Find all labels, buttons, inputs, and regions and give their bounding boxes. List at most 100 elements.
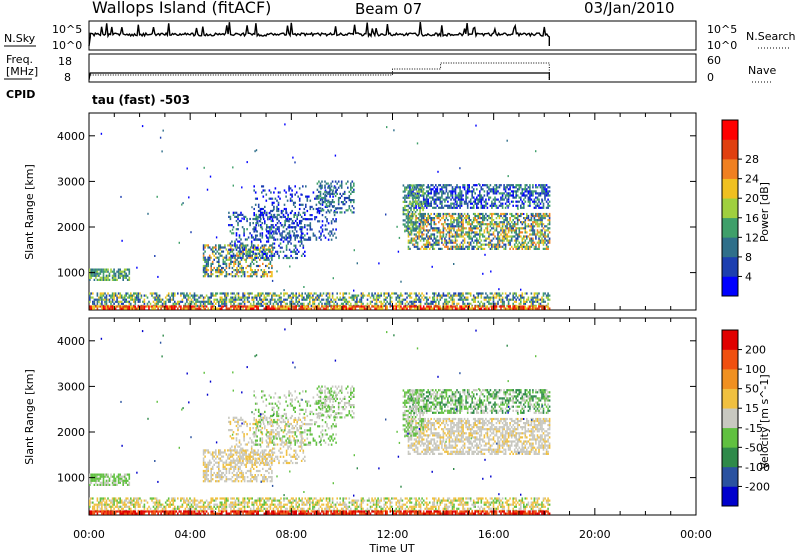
range-cell bbox=[548, 219, 551, 222]
range-cell bbox=[178, 305, 181, 308]
range-cell bbox=[419, 225, 422, 228]
range-cell bbox=[365, 307, 367, 310]
range-cell bbox=[416, 217, 419, 220]
range-cell bbox=[539, 206, 542, 209]
range-cell bbox=[261, 228, 264, 231]
range-cell bbox=[422, 307, 425, 310]
range-cell bbox=[472, 204, 475, 207]
range-cell bbox=[332, 277, 334, 280]
range-cell bbox=[428, 229, 431, 232]
range-cell bbox=[302, 232, 304, 235]
range-cell bbox=[292, 305, 294, 308]
range-cell bbox=[166, 298, 168, 301]
range-cell bbox=[410, 209, 412, 212]
range-cell bbox=[140, 305, 143, 308]
range-cell bbox=[283, 298, 285, 301]
range-cell bbox=[480, 296, 483, 299]
range-cell bbox=[249, 248, 251, 251]
range-cell bbox=[436, 196, 439, 199]
range-cell bbox=[133, 305, 135, 308]
range-cell bbox=[211, 248, 214, 251]
range-cell bbox=[278, 244, 280, 247]
range-cell bbox=[232, 248, 235, 251]
range-cell bbox=[98, 296, 100, 299]
range-cell bbox=[257, 203, 260, 206]
range-cell bbox=[480, 247, 483, 250]
range-cell bbox=[544, 214, 546, 218]
range-cell bbox=[521, 194, 524, 197]
range-cell bbox=[409, 194, 411, 197]
range-cell bbox=[92, 302, 94, 305]
ytick-label: 3000 bbox=[57, 175, 85, 188]
range-cell bbox=[402, 190, 405, 193]
range-cell bbox=[494, 243, 496, 246]
range-cell bbox=[477, 305, 480, 308]
range-cell bbox=[419, 247, 422, 250]
range-cell bbox=[491, 190, 493, 193]
range-cell bbox=[494, 212, 496, 216]
range-cell bbox=[439, 296, 442, 299]
range-cell bbox=[410, 221, 412, 224]
range-cell bbox=[386, 292, 388, 295]
range-cell bbox=[339, 184, 341, 187]
range-cell bbox=[412, 239, 414, 242]
range-cell bbox=[545, 212, 548, 216]
range-cell bbox=[296, 236, 298, 239]
range-cell bbox=[424, 245, 426, 248]
range-cell bbox=[102, 298, 105, 301]
range-cell bbox=[119, 268, 121, 271]
range-cell bbox=[494, 204, 496, 207]
range-cell bbox=[236, 271, 238, 274]
range-cell bbox=[93, 298, 96, 301]
range-cell bbox=[169, 305, 171, 308]
range-cell bbox=[424, 247, 426, 250]
range-cell bbox=[523, 302, 525, 305]
range-cell bbox=[422, 184, 424, 187]
range-cell bbox=[495, 243, 498, 246]
range-cell bbox=[301, 302, 303, 305]
range-cell bbox=[334, 180, 337, 183]
range-cell bbox=[442, 217, 445, 220]
range-cell bbox=[536, 229, 539, 232]
range-cell bbox=[199, 300, 202, 303]
range-cell bbox=[535, 221, 537, 224]
range-cell bbox=[328, 203, 331, 206]
range-cell bbox=[293, 226, 295, 229]
range-cell bbox=[410, 305, 413, 308]
range-cell bbox=[146, 305, 149, 308]
range-cell bbox=[224, 298, 226, 301]
range-cell bbox=[398, 236, 401, 239]
range-cell bbox=[460, 241, 463, 244]
range-cell bbox=[294, 226, 296, 229]
range-cell bbox=[468, 292, 470, 295]
range-cell bbox=[438, 214, 440, 218]
range-cell bbox=[260, 224, 262, 227]
range-cell bbox=[271, 294, 273, 297]
range-cell bbox=[357, 305, 360, 308]
range-cell bbox=[149, 302, 152, 305]
range-cell bbox=[254, 236, 257, 239]
range-cell bbox=[278, 254, 280, 257]
range-cell bbox=[262, 275, 264, 278]
range-cell bbox=[117, 296, 120, 299]
range-cell bbox=[462, 225, 464, 228]
range-cell bbox=[318, 220, 321, 223]
range-cell bbox=[107, 268, 109, 271]
range-cell bbox=[243, 252, 245, 255]
range-cell bbox=[495, 247, 498, 250]
range-cell bbox=[110, 307, 112, 310]
range-cell bbox=[432, 302, 434, 305]
range-cell bbox=[488, 192, 490, 195]
range-cell bbox=[442, 233, 445, 236]
range-cell bbox=[527, 190, 530, 193]
range-cell bbox=[409, 188, 411, 191]
range-cell bbox=[207, 269, 209, 272]
range-cell bbox=[251, 271, 253, 274]
range-cell bbox=[444, 204, 446, 207]
range-cell bbox=[268, 266, 270, 270]
range-cell bbox=[174, 307, 176, 310]
range-cell bbox=[325, 205, 328, 208]
range-cell bbox=[482, 204, 484, 207]
range-cell bbox=[405, 186, 408, 189]
range-cell bbox=[225, 302, 228, 305]
